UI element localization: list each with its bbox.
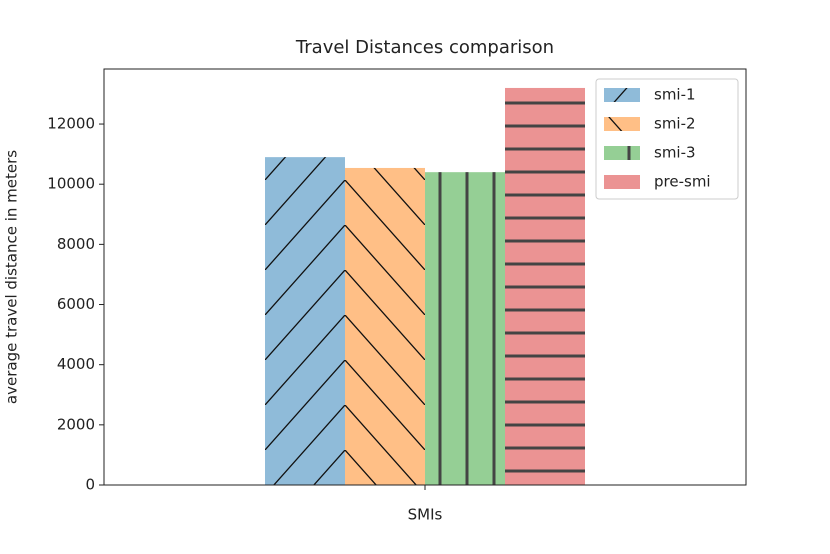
- legend-label: smi-2: [654, 115, 696, 133]
- legend-hatch: [604, 88, 640, 102]
- plot-frame: [103, 68, 747, 486]
- y-tick-label: 0: [85, 476, 95, 494]
- y-tick-label: 8000: [57, 235, 95, 253]
- legend-box: [595, 78, 739, 200]
- legend-hatch: [604, 146, 640, 160]
- legend-label: smi-1: [654, 86, 696, 104]
- y-tick-label: 4000: [57, 355, 95, 373]
- y-tick-label: 12000: [47, 115, 95, 133]
- x-tick-label: SMIs: [408, 506, 443, 524]
- bar-hatch: [425, 172, 505, 486]
- y-tick-label: 10000: [47, 175, 95, 193]
- legend-hatch: [604, 175, 640, 189]
- y-tick-label: 2000: [57, 415, 95, 433]
- chart-title: Travel Distances comparison: [295, 37, 554, 58]
- legend-label: smi-3: [654, 144, 696, 162]
- y-tick-label: 6000: [57, 295, 95, 313]
- y-axis-label: average travel distance in meters: [3, 150, 21, 404]
- legend-hatch: [604, 117, 640, 131]
- legend-label: pre-smi: [654, 173, 711, 191]
- bar-hatch: [345, 167, 425, 485]
- bar-hatch: [265, 157, 345, 485]
- bar-hatch: [505, 87, 585, 486]
